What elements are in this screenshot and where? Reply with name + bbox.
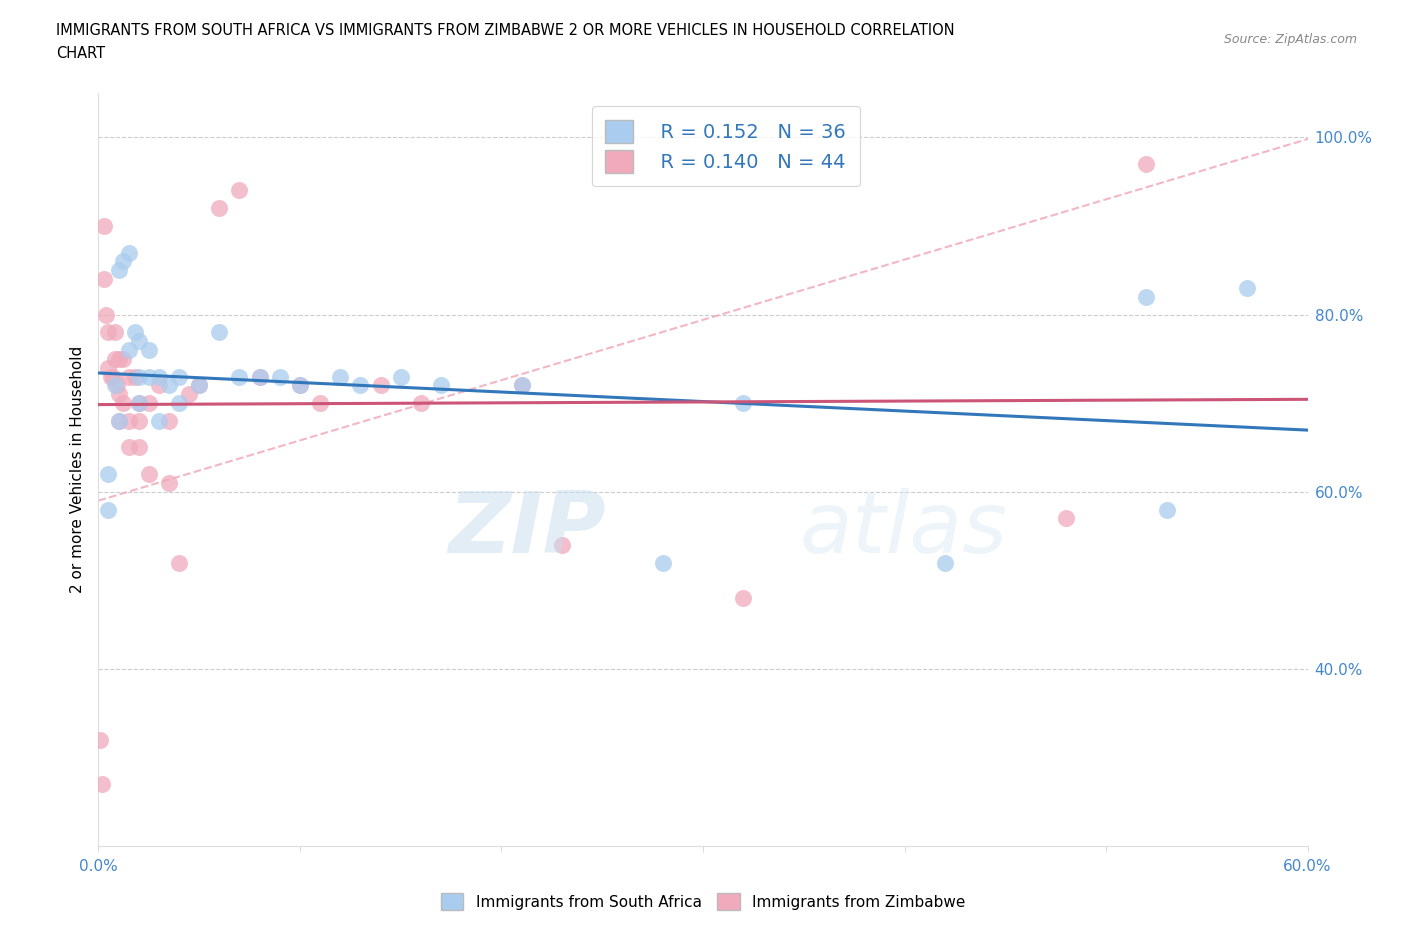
Text: ZIP: ZIP	[449, 488, 606, 571]
Point	[148, 414, 170, 429]
Point	[551, 538, 574, 552]
Point	[111, 352, 134, 366]
Point	[128, 334, 150, 349]
Point	[510, 378, 533, 392]
Point	[1156, 502, 1178, 517]
Point	[118, 246, 141, 260]
Point	[733, 396, 755, 411]
Point	[107, 414, 129, 429]
Point	[103, 325, 125, 339]
Point	[249, 369, 271, 384]
Text: CHART: CHART	[56, 46, 105, 61]
Point	[128, 369, 150, 384]
Point	[128, 440, 150, 455]
Point	[157, 475, 180, 490]
Point	[103, 378, 125, 392]
Point	[249, 369, 271, 384]
Point	[1135, 289, 1157, 304]
Point	[107, 387, 129, 402]
Legend: Immigrants from South Africa, Immigrants from Zimbabwe: Immigrants from South Africa, Immigrants…	[433, 885, 973, 918]
Text: atlas: atlas	[800, 488, 1008, 571]
Point	[651, 555, 673, 570]
Point	[329, 369, 352, 384]
Point	[138, 467, 160, 482]
Point	[97, 360, 120, 375]
Point	[409, 396, 432, 411]
Point	[934, 555, 956, 570]
Point	[124, 325, 146, 339]
Point	[96, 307, 118, 322]
Point	[138, 369, 160, 384]
Point	[188, 378, 211, 392]
Text: IMMIGRANTS FROM SOUTH AFRICA VS IMMIGRANTS FROM ZIMBABWE 2 OR MORE VEHICLES IN H: IMMIGRANTS FROM SOUTH AFRICA VS IMMIGRAN…	[56, 23, 955, 38]
Point	[97, 467, 120, 482]
Point	[97, 325, 120, 339]
Point	[111, 254, 134, 269]
Point	[288, 378, 311, 392]
Point	[118, 414, 141, 429]
Point	[107, 352, 129, 366]
Point	[510, 378, 533, 392]
Point	[91, 777, 114, 791]
Point	[105, 378, 128, 392]
Point	[89, 733, 111, 748]
Point	[97, 502, 120, 517]
Point	[124, 369, 146, 384]
Point	[107, 263, 129, 278]
Point	[167, 369, 190, 384]
Point	[101, 369, 124, 384]
Point	[1054, 511, 1077, 525]
Point	[128, 396, 150, 411]
Point	[167, 396, 190, 411]
Point	[430, 378, 453, 392]
Point	[138, 396, 160, 411]
Point	[128, 414, 150, 429]
Point	[288, 378, 311, 392]
Point	[228, 183, 250, 198]
Point	[179, 387, 201, 402]
Point	[118, 342, 141, 357]
Point	[228, 369, 250, 384]
Y-axis label: 2 or more Vehicles in Household: 2 or more Vehicles in Household	[69, 346, 84, 593]
Point	[309, 396, 332, 411]
Point	[389, 369, 412, 384]
Point	[167, 555, 190, 570]
Point	[370, 378, 392, 392]
Point	[269, 369, 291, 384]
Point	[93, 272, 115, 286]
Point	[733, 591, 755, 605]
Point	[93, 219, 115, 233]
Legend:   R = 0.152   N = 36,   R = 0.140   N = 44: R = 0.152 N = 36, R = 0.140 N = 44	[592, 107, 859, 186]
Point	[1135, 156, 1157, 171]
Point	[118, 369, 141, 384]
Point	[148, 378, 170, 392]
Point	[208, 201, 231, 216]
Point	[111, 396, 134, 411]
Point	[118, 440, 141, 455]
Point	[349, 378, 371, 392]
Text: Source: ZipAtlas.com: Source: ZipAtlas.com	[1223, 33, 1357, 46]
Point	[148, 369, 170, 384]
Point	[107, 414, 129, 429]
Point	[100, 369, 122, 384]
Point	[208, 325, 231, 339]
Point	[138, 342, 160, 357]
Point	[128, 396, 150, 411]
Point	[157, 378, 180, 392]
Point	[1236, 281, 1258, 296]
Point	[157, 414, 180, 429]
Point	[188, 378, 211, 392]
Point	[103, 352, 125, 366]
